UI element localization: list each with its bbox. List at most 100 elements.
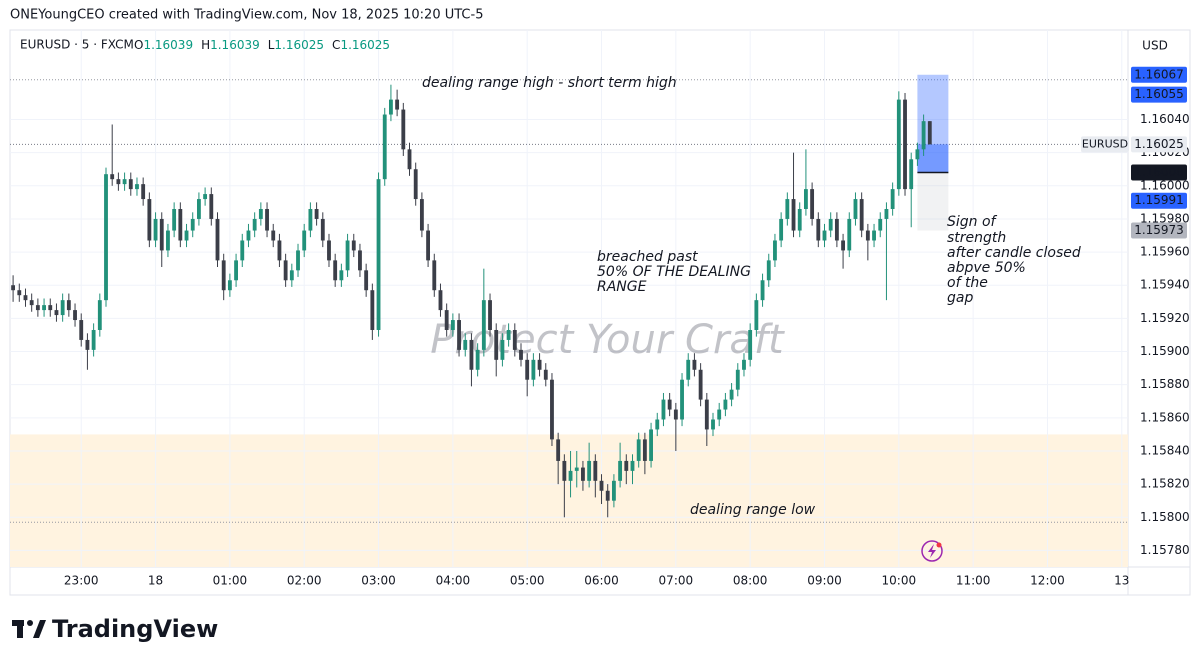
candle-body (66, 300, 71, 311)
legend-field: O (134, 38, 143, 52)
zone (10, 434, 1128, 567)
candle-body (172, 209, 177, 231)
candle-body (593, 460, 598, 481)
candle-body (624, 460, 629, 471)
candle-body (469, 339, 474, 370)
price-label (1131, 66, 1187, 83)
y-tick-label: 1.15840 (1140, 443, 1190, 457)
candle-body (122, 179, 127, 185)
candle-body (828, 218, 833, 231)
candle-body (395, 99, 400, 110)
candle-body (413, 169, 418, 200)
candle-body (661, 399, 666, 420)
alert-bolt (928, 544, 936, 558)
candle-body (246, 230, 251, 241)
candle-body (234, 260, 238, 281)
x-tick-label: 04:00 (436, 574, 471, 588)
candle-body (463, 339, 468, 350)
alert-icon[interactable] (921, 540, 943, 562)
candle-body (587, 460, 592, 481)
candle-body (271, 230, 276, 241)
candle-body (153, 218, 158, 241)
candle-body (128, 179, 133, 190)
annotation: Sign of (947, 214, 998, 230)
candle-body (277, 240, 282, 261)
candle-body (296, 250, 300, 271)
annotation: dealing range low (690, 502, 816, 518)
candle-body (426, 230, 431, 261)
candle-body (698, 369, 703, 400)
legend-field: C (332, 38, 340, 52)
candle-body (240, 240, 245, 261)
candle-body (265, 209, 269, 231)
annotation: of the (947, 275, 988, 291)
x-tick-label: 09:00 (807, 574, 842, 588)
x-tick-label: 02:00 (287, 574, 322, 588)
plot (10, 74, 1128, 523)
candle-body (859, 199, 864, 231)
candle-body (227, 280, 232, 291)
candle-body (42, 305, 46, 311)
candle-body (327, 240, 331, 261)
candle-body (283, 260, 288, 281)
x-tick-label: 03:00 (361, 574, 396, 588)
x-tick-label: 23:00 (64, 574, 99, 588)
candle-body (221, 260, 226, 291)
candle-body (742, 359, 746, 370)
candle-body (519, 349, 523, 360)
candle-body (574, 467, 579, 471)
candle-body (599, 480, 604, 491)
candle-body (692, 359, 697, 370)
candle-body (54, 310, 59, 316)
candle-body (488, 300, 492, 330)
price-label-text: 1.16055 (1134, 87, 1184, 101)
candle-body (847, 218, 852, 251)
y-tick-label: 1.16040 (1140, 112, 1190, 126)
candle-body (729, 389, 734, 400)
candle-body (17, 290, 22, 296)
candle-body (190, 218, 195, 231)
candle-body (135, 184, 139, 190)
candle-body (35, 305, 40, 311)
candle-body (457, 320, 461, 350)
legend-field: H (201, 38, 210, 52)
candle-body (159, 218, 164, 251)
candle-body (915, 149, 920, 160)
candle-body (302, 230, 307, 251)
y-tick-label: 1.15900 (1140, 344, 1190, 358)
candle-body (79, 320, 84, 340)
y-tick-label: 1.15880 (1140, 377, 1190, 391)
candle-body (73, 310, 77, 321)
candle-body (506, 329, 511, 340)
x-tick-label: 01:00 (213, 574, 248, 588)
legend-value: 1.16025 (340, 38, 390, 52)
candle-body (711, 419, 715, 430)
candle-body (60, 300, 65, 316)
candle-body (556, 439, 561, 461)
y-tick-label: 1.15960 (1140, 245, 1190, 259)
y-tick-label: 1.15780 (1140, 543, 1190, 557)
price-label (1131, 164, 1187, 181)
range-box-stop (917, 172, 949, 231)
candle-body (748, 329, 753, 360)
candle-body (116, 179, 121, 185)
candle-body (630, 460, 635, 471)
candle-body (810, 189, 815, 219)
x-tick-label: 10:00 (882, 574, 917, 588)
price-label (1131, 86, 1187, 103)
y-tick-label: 1.15920 (1140, 311, 1190, 325)
candle-body (841, 240, 846, 251)
candle-body (407, 149, 412, 170)
candle-body (401, 109, 406, 150)
annotation: gap (947, 290, 973, 306)
candle-body (289, 270, 294, 281)
price-label-text: 1.15973 (1134, 223, 1184, 237)
y-tick-label: 1.15820 (1140, 477, 1190, 491)
candle-body (649, 429, 653, 461)
candle-body (636, 439, 641, 461)
annotation: abpve 50% (947, 260, 1026, 276)
candle-body (568, 470, 573, 481)
header: ONEYoungCEO created with TradingView.com… (10, 8, 483, 23)
candle-body (735, 369, 740, 390)
candle-body (909, 159, 914, 190)
